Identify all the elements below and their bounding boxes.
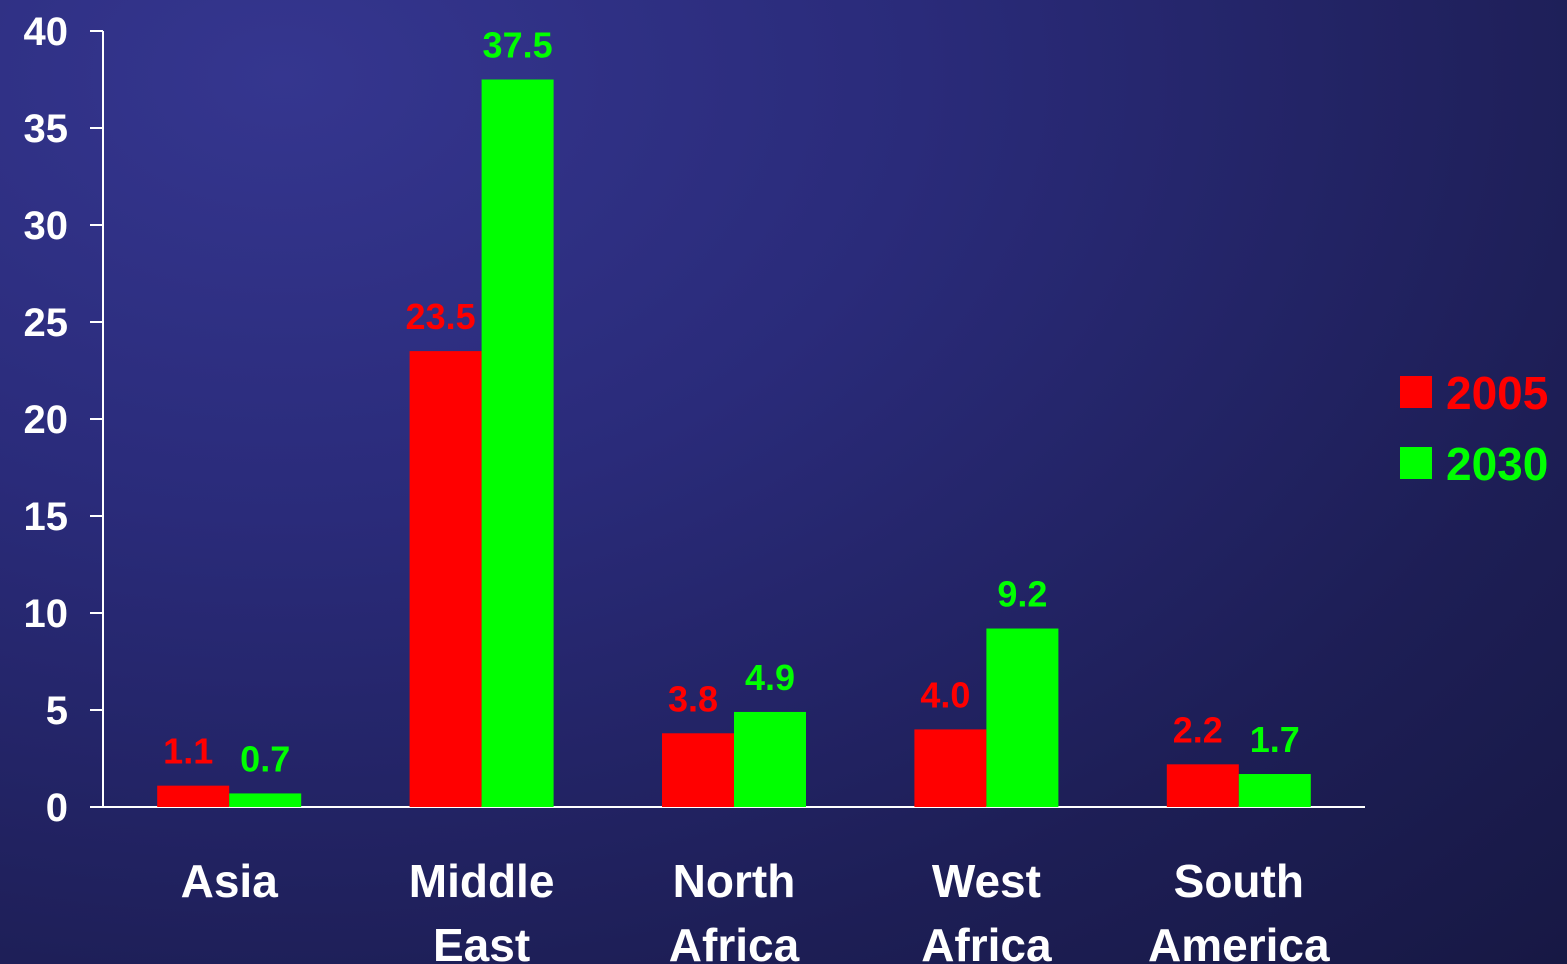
y-tick-label: 20: [24, 398, 69, 442]
y-tick-label: 0: [46, 786, 68, 830]
x-category-label: Africa: [669, 919, 800, 964]
data-label-2030: 0.7: [240, 738, 290, 779]
bar-2005: [409, 351, 482, 807]
x-category-label: Asia: [181, 855, 279, 907]
x-category-label: West: [932, 855, 1041, 907]
legend-label-2030: 2030: [1446, 438, 1548, 490]
axes-layer: 0 5 10 15 20 25 30 35 40: [24, 10, 1365, 830]
x-category-label: America: [1148, 919, 1330, 964]
legend-swatch-2005: [1400, 376, 1432, 408]
y-tick-label: 30: [24, 204, 69, 248]
data-label-2005: 3.8: [668, 678, 718, 719]
bars-layer: [157, 79, 1311, 807]
data-label-2005: 4.0: [920, 674, 970, 715]
x-category-label: East: [433, 919, 530, 964]
bar-2005: [662, 733, 734, 807]
data-label-2030: 1.7: [1250, 719, 1300, 760]
x-category-label: Middle: [409, 855, 555, 907]
data-label-2005: 2.2: [1173, 709, 1223, 750]
bar-2030: [986, 628, 1059, 807]
bar-2030: [229, 793, 302, 807]
data-label-2005: 1.1: [163, 731, 213, 772]
y-tick-label: 15: [24, 495, 69, 539]
legend-swatch-2030: [1400, 447, 1432, 479]
bar-2005: [157, 785, 230, 807]
data-label-2005: 23.5: [406, 296, 476, 337]
y-tick-label: 35: [24, 107, 69, 151]
x-category-label: Africa: [921, 919, 1052, 964]
data-label-2030: 37.5: [483, 25, 553, 66]
x-category-label: North: [673, 855, 796, 907]
bar-2030: [734, 711, 806, 807]
y-tick-label: 5: [46, 689, 68, 733]
y-tick-label: 10: [24, 592, 69, 636]
x-category-label: South: [1174, 855, 1304, 907]
y-tick-label: 25: [24, 301, 69, 345]
y-tick-label: 40: [24, 10, 69, 54]
legend: 2005 2030: [1400, 367, 1548, 490]
data-label-2030: 9.2: [997, 574, 1047, 615]
bar-2030: [481, 79, 554, 807]
labels-layer: 1.1 0.7 Asia 23.5 37.5 Middle East 3.8 4.9 North A…: [163, 25, 1330, 964]
bar-2005: [914, 729, 987, 807]
data-label-2030: 4.9: [745, 657, 795, 698]
bar-2030: [1238, 774, 1311, 807]
bar-2005: [1166, 764, 1239, 807]
legend-label-2005: 2005: [1446, 367, 1548, 419]
